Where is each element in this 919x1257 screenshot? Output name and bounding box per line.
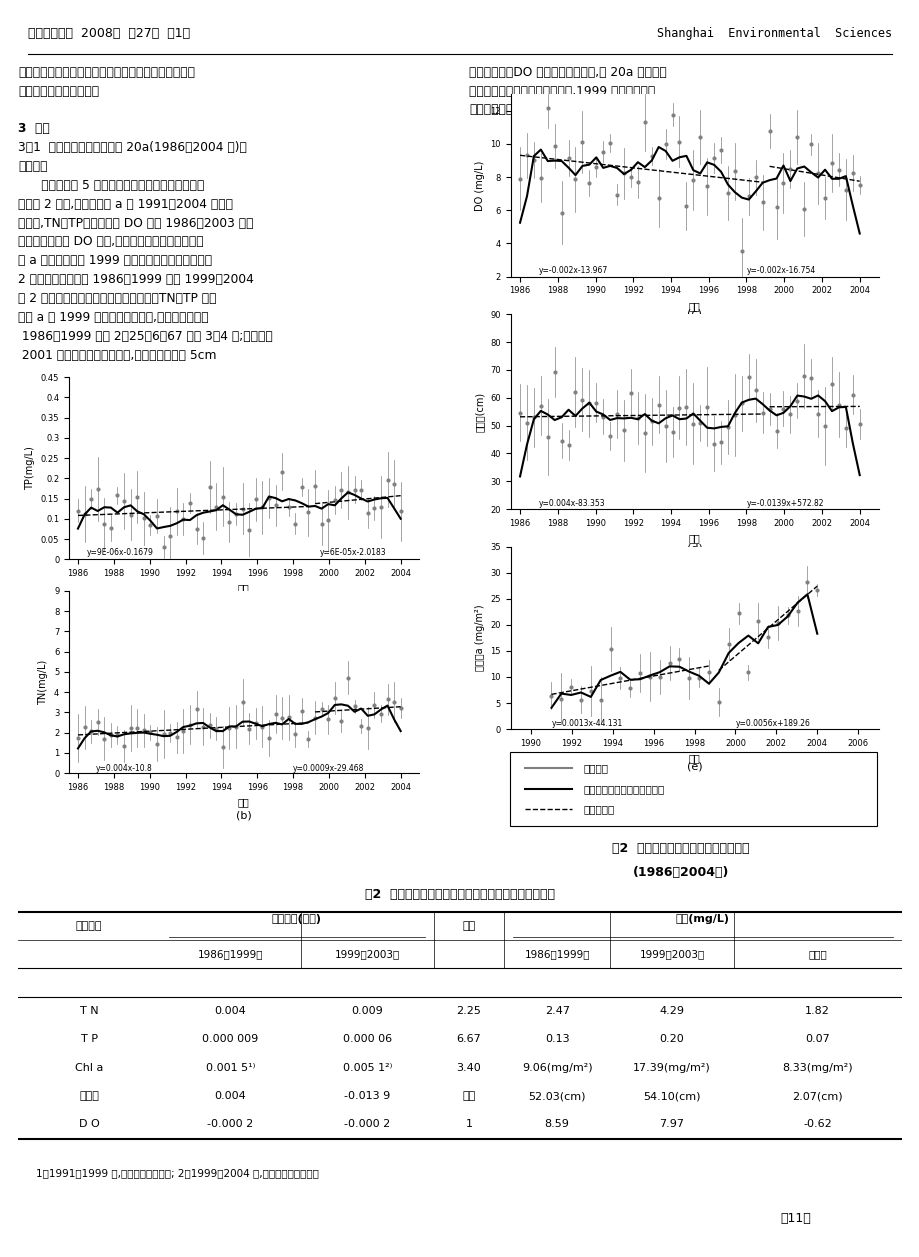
Text: 均值(mg/L): 均值(mg/L): [675, 915, 729, 924]
Text: 监测数据: 监测数据: [583, 763, 607, 773]
Text: 1999～2003年: 1999～2003年: [335, 949, 400, 959]
Y-axis label: TN(mg/L): TN(mg/L): [39, 660, 49, 704]
Text: y=0.004x-10.8: y=0.004x-10.8: [96, 764, 153, 773]
Text: 果如图 2 所示,其中叶绿素 a 是 1991～2004 年的年: 果如图 2 所示,其中叶绿素 a 是 1991～2004 年的年: [18, 197, 233, 211]
Text: 0.000 06: 0.000 06: [343, 1035, 391, 1045]
Text: －11－: －11－: [779, 1212, 811, 1224]
Text: 月均数据。除了 DO 之外,淀山湖全湖的营养物、叶绿: 月均数据。除了 DO 之外,淀山湖全湖的营养物、叶绿: [18, 235, 204, 249]
Text: 绿素 a 在 1999 年以后大幅度上升,上升速率分别是: 绿素 a 在 1999 年以后大幅度上升,上升速率分别是: [18, 310, 209, 324]
Text: 6.67: 6.67: [456, 1035, 481, 1045]
Text: 0.001 5¹⁾: 0.001 5¹⁾: [206, 1062, 255, 1072]
Text: 54.10(cm): 54.10(cm): [642, 1091, 700, 1101]
Text: 0.004: 0.004: [214, 1006, 246, 1016]
X-axis label: 年度: 年度: [238, 583, 249, 593]
Text: 1999～2003年: 1999～2003年: [639, 949, 704, 959]
Text: (d): (d): [686, 544, 702, 554]
Text: 1986～1999 年的 2．25、6．67 倍和 3．4 倍;透明度在: 1986～1999 年的 2．25、6．67 倍和 3．4 倍;透明度在: [18, 329, 273, 343]
Text: 缓慢下降趋势。从全湖水平上看,1999 年以后营养物: 缓慢下降趋势。从全湖水平上看,1999 年以后营养物: [469, 84, 654, 98]
Text: 0.13: 0.13: [544, 1035, 569, 1045]
Text: (1986～2004年): (1986～2004年): [632, 866, 728, 879]
Text: (c): (c): [686, 309, 701, 318]
Y-axis label: DO (mg/L): DO (mg/L): [474, 160, 484, 211]
Text: 均差值: 均差值: [808, 949, 826, 959]
Text: 0.07: 0.07: [804, 1035, 829, 1045]
Text: 长期变化: 长期变化: [18, 160, 48, 173]
Text: 9.06(mg/m²): 9.06(mg/m²): [521, 1062, 592, 1072]
Text: 0.20: 0.20: [659, 1035, 684, 1045]
Text: y=-0.002x-16.754: y=-0.002x-16.754: [745, 266, 815, 275]
Text: 0.004: 0.004: [214, 1091, 246, 1101]
Text: 的速度下降。DO 的变化虽然不明显,但 20a 间呈持续: 的速度下降。DO 的变化虽然不明显,但 20a 间呈持续: [469, 65, 666, 79]
Text: 年 2 个阶段的变化速率和平均值的比较。TN、TP 和叶: 年 2 个阶段的变化速率和平均值的比较。TN、TP 和叶: [18, 292, 217, 305]
Text: Shanghai  Environmental  Sciences: Shanghai Environmental Sciences: [656, 28, 891, 40]
Text: 3  结果: 3 结果: [18, 122, 51, 136]
Text: -0.000 2: -0.000 2: [344, 1120, 390, 1129]
Text: 2001 年淀山湖暴发水华以后,以平均每年递减 5cm: 2001 年淀山湖暴发水华以后,以平均每年递减 5cm: [18, 348, 217, 362]
Text: 2.25: 2.25: [456, 1006, 481, 1016]
Text: 1986～1999年: 1986～1999年: [198, 949, 263, 959]
Y-axis label: 透明度(cm): 透明度(cm): [474, 392, 484, 431]
Text: 3.40: 3.40: [456, 1062, 481, 1072]
Text: y=0.0013x-44.131: y=0.0013x-44.131: [550, 719, 622, 729]
Text: 质在湖体内大量聚积,其中以磷的富集速度最快;水体: 质在湖体内大量聚积,其中以磷的富集速度最快;水体: [469, 103, 639, 117]
Text: 均数据,TN、TP、透明度和 DO 均为 1986～2003 年的: 均数据,TN、TP、透明度和 DO 均为 1986～2003 年的: [18, 216, 254, 230]
Text: (e): (e): [686, 762, 701, 771]
Text: (b): (b): [235, 811, 252, 821]
Text: 表2  不同阶段淀山湖营养状态指标变化速率和均值比较: 表2 不同阶段淀山湖营养状态指标变化速率和均值比较: [365, 887, 554, 901]
Text: -0.62: -0.62: [802, 1120, 831, 1129]
Text: y=-0.002x-13.967: y=-0.002x-13.967: [539, 266, 607, 275]
X-axis label: 年度: 年度: [238, 797, 249, 807]
Text: -0.000 2: -0.000 2: [207, 1120, 254, 1129]
Text: y=0.0009x-29.468: y=0.0009x-29.468: [293, 764, 364, 773]
Text: 1: 1: [465, 1120, 471, 1129]
Text: 2.07(cm): 2.07(cm): [791, 1091, 842, 1101]
Text: 2 给出了这些指标在 1986～1999 年和 1999～2004: 2 给出了这些指标在 1986～1999 年和 1999～2004: [18, 273, 254, 287]
Text: 2.47: 2.47: [544, 1006, 569, 1016]
Text: D O: D O: [79, 1120, 99, 1129]
Text: 移动平均法平滑后的变化趋势: 移动平均法平滑后的变化趋势: [583, 784, 664, 793]
Text: 7.97: 7.97: [659, 1120, 684, 1129]
Text: 3．1  全湖水体营养状态指标 20a(1986～2004 年)的: 3．1 全湖水体营养状态指标 20a(1986～2004 年)的: [18, 141, 247, 155]
X-axis label: 年度: 年度: [688, 300, 699, 310]
Text: 比值: 比值: [461, 921, 475, 930]
Text: 0.005 1²⁾: 0.005 1²⁾: [342, 1062, 391, 1072]
Text: 计分析方法为时间序列分析法、方差分析、概率分布和: 计分析方法为时间序列分析法、方差分析、概率分布和: [18, 65, 195, 79]
Y-axis label: 叶绿素a (mg/m²): 叶绿素a (mg/m²): [474, 605, 484, 671]
Y-axis label: TP(mg/L): TP(mg/L): [25, 446, 35, 490]
Text: (a): (a): [236, 597, 251, 607]
Text: 8.33(mg/m²): 8.33(mg/m²): [781, 1062, 852, 1072]
Text: T P: T P: [81, 1035, 97, 1045]
Text: 指示变量: 指示变量: [75, 921, 102, 930]
Text: 4.29: 4.29: [659, 1006, 684, 1016]
Text: y=6E-05x-2.0183: y=6E-05x-2.0183: [320, 548, 386, 557]
Text: 52.03(cm): 52.03(cm): [528, 1091, 585, 1101]
X-axis label: 年度: 年度: [688, 533, 699, 543]
Text: 逆转: 逆转: [461, 1091, 475, 1101]
Text: -0.013 9: -0.013 9: [344, 1091, 390, 1101]
Text: T N: T N: [80, 1006, 98, 1016]
Text: y=9E-06x-0.1679: y=9E-06x-0.1679: [86, 548, 153, 557]
Text: 箱线图等描述统计方法。: 箱线图等描述统计方法。: [18, 84, 99, 98]
Text: 素 a 和透明度均在 1999 年前后发生了显著变化。表: 素 a 和透明度均在 1999 年前后发生了显著变化。表: [18, 254, 212, 268]
Text: 1）1991～1999 年,分析数据为年均值; 2）1999～2004 年,分析数据为年均值。: 1）1991～1999 年,分析数据为年均值; 2）1999～2004 年,分析…: [36, 1168, 319, 1178]
Text: 1.82: 1.82: [804, 1006, 829, 1016]
Text: 透明度: 透明度: [79, 1091, 99, 1101]
Text: 0.009: 0.009: [351, 1006, 382, 1016]
Text: 变化速率(斜率): 变化速率(斜率): [271, 915, 322, 924]
Text: 上海环境科学  2008年  第27卷  第1期: 上海环境科学 2008年 第27卷 第1期: [28, 28, 189, 40]
Text: y=0.004x-83.353: y=0.004x-83.353: [539, 499, 605, 508]
Text: y=0.0056x+189.26: y=0.0056x+189.26: [734, 719, 810, 729]
Text: 8.59: 8.59: [544, 1120, 569, 1129]
Text: Chl a: Chl a: [74, 1062, 103, 1072]
Text: 1986～1999年: 1986～1999年: [524, 949, 589, 959]
X-axis label: 年度: 年度: [688, 753, 699, 763]
Text: 线性趋势线: 线性趋势线: [583, 804, 614, 815]
Text: 图2  淀山湖营养状态指标时间序列分析: 图2 淀山湖营养状态指标时间序列分析: [611, 842, 749, 855]
Text: 0.000 009: 0.000 009: [202, 1035, 258, 1045]
Text: 淀山湖全湖 5 项营养状态指标的时间序列分析结: 淀山湖全湖 5 项营养状态指标的时间序列分析结: [18, 178, 205, 192]
Text: 17.39(mg/m²): 17.39(mg/m²): [632, 1062, 710, 1072]
Text: y=-0.0139x+572.82: y=-0.0139x+572.82: [745, 499, 823, 508]
